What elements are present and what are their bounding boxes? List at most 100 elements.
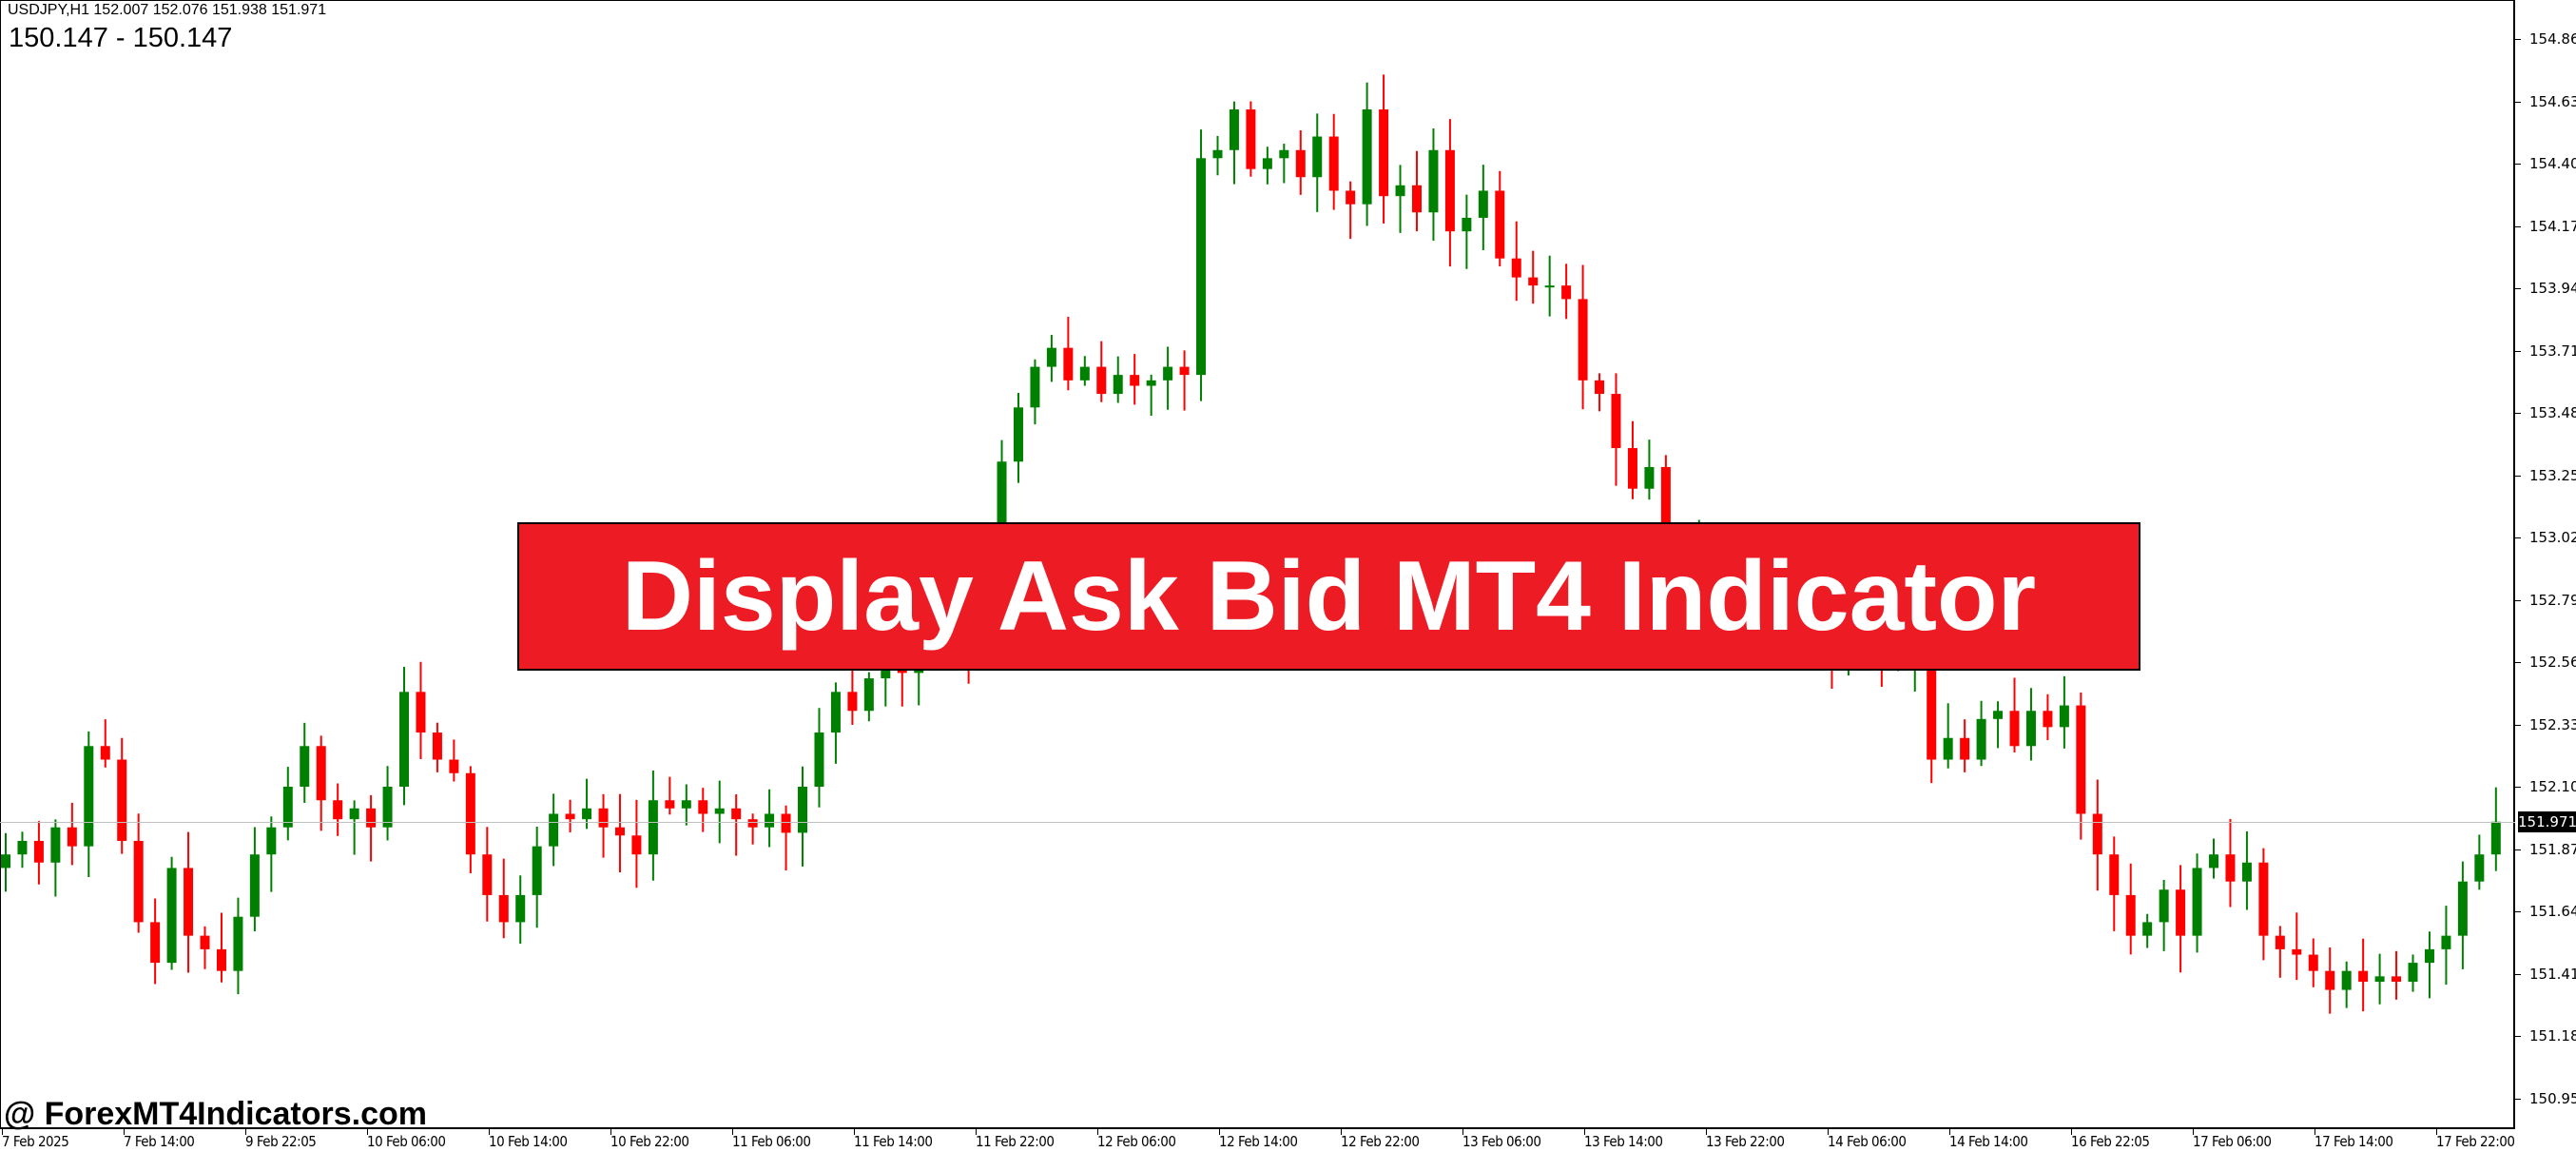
candle-body xyxy=(1595,380,1605,395)
candle xyxy=(1462,194,1472,269)
candle xyxy=(549,793,559,867)
price-tick xyxy=(2515,225,2521,227)
price-tick-label: 151.640 xyxy=(2529,903,2576,920)
candle-body xyxy=(1495,190,1505,259)
candle-body xyxy=(1063,347,1074,381)
time-tick-label: 16 Feb 22:05 xyxy=(2071,1133,2150,1150)
banner-title: Display Ask Bid MT4 Indicator xyxy=(621,540,2037,652)
candle-body xyxy=(1130,375,1140,386)
candle-body xyxy=(1229,109,1239,150)
candle xyxy=(1179,350,1190,411)
candle xyxy=(282,767,293,841)
price-tick-label: 154.860 xyxy=(2529,30,2576,48)
time-tick xyxy=(1584,1129,1585,1135)
time-tick xyxy=(1097,1129,1098,1135)
candle-body xyxy=(1346,190,1356,205)
candle-body xyxy=(249,854,260,917)
time-tick xyxy=(2071,1129,2072,1135)
candle-body xyxy=(2325,970,2335,990)
candle-body xyxy=(582,808,592,820)
candle-body xyxy=(1246,109,1256,169)
candle xyxy=(300,722,310,803)
candle-body xyxy=(1993,711,2004,719)
candle-body xyxy=(2490,821,2501,855)
candle xyxy=(1196,129,1207,401)
candle xyxy=(1328,113,1339,210)
candle-body xyxy=(2424,948,2434,964)
candle-body xyxy=(2125,894,2136,936)
candle-body xyxy=(2059,705,2069,728)
time-tick-label: 12 Feb 22:00 xyxy=(1341,1133,1420,1150)
candle xyxy=(1030,359,1040,425)
price-tick-label: 152.330 xyxy=(2529,715,2576,733)
candle xyxy=(1561,264,1572,320)
candle xyxy=(465,766,475,873)
title-banner: Display Ask Bid MT4 Indicator xyxy=(517,522,2140,671)
price-tick-label: 154.400 xyxy=(2529,155,2576,172)
candle xyxy=(1644,439,1655,500)
candle xyxy=(2076,693,2086,840)
candle xyxy=(1046,335,1056,382)
candle xyxy=(515,875,526,945)
chart-area[interactable] xyxy=(0,0,2515,1129)
candle-body xyxy=(2159,889,2169,923)
candle-body xyxy=(117,759,127,841)
candle-body xyxy=(1046,347,1056,367)
candle xyxy=(2474,834,2485,890)
candle xyxy=(1163,346,1173,410)
time-tick xyxy=(367,1129,368,1135)
candle-body xyxy=(1212,149,1223,159)
candle-body xyxy=(216,948,226,971)
candle-body xyxy=(1013,407,1023,462)
candle-body xyxy=(1030,366,1040,408)
candle-body xyxy=(814,732,824,787)
price-tick xyxy=(2515,849,2521,850)
price-tick xyxy=(2515,288,2521,289)
watermark: @ ForexMT4Indicators.com xyxy=(4,1096,428,1132)
price-tick-label: 151.180 xyxy=(2529,1027,2576,1045)
time-tick xyxy=(124,1129,125,1135)
price-tick-label: 152.560 xyxy=(2529,654,2576,671)
candle xyxy=(2109,836,2120,931)
price-tick-label: 154.170 xyxy=(2529,217,2576,235)
candle-body xyxy=(1578,299,1588,381)
candle-body xyxy=(2043,711,2053,728)
candle xyxy=(1079,356,1090,386)
candle-body xyxy=(1262,158,1272,169)
price-tick xyxy=(2515,475,2521,477)
time-tick xyxy=(1949,1129,1950,1135)
candle xyxy=(1146,374,1156,417)
price-tick xyxy=(2515,1036,2521,1037)
candle xyxy=(781,805,791,870)
candle xyxy=(2176,865,2186,973)
candle xyxy=(2292,912,2302,981)
candle-body xyxy=(830,692,841,733)
time-tick xyxy=(854,1129,855,1135)
candle xyxy=(1262,146,1272,185)
time-tick-label: 13 Feb 06:00 xyxy=(1462,1133,1541,1150)
candle xyxy=(1246,101,1256,177)
candle-body xyxy=(1627,448,1637,489)
candle-body xyxy=(166,868,177,964)
candle xyxy=(765,789,775,848)
candle xyxy=(150,898,161,985)
candle xyxy=(1063,316,1074,391)
candle xyxy=(681,784,691,826)
candle xyxy=(2043,693,2053,740)
candle-body xyxy=(2308,954,2318,971)
time-tick xyxy=(2,1129,3,1135)
price-tick xyxy=(2515,911,2521,912)
candle-body xyxy=(614,827,625,836)
candle-body xyxy=(2408,963,2418,983)
candle-body xyxy=(50,827,61,863)
candle-body xyxy=(1411,185,1422,213)
candle xyxy=(1544,255,1555,317)
candle-body xyxy=(2341,970,2352,990)
candle-body xyxy=(1561,285,1572,300)
time-tick xyxy=(245,1129,246,1135)
price-tick xyxy=(2515,662,2521,663)
candle-body xyxy=(84,746,94,847)
candle xyxy=(482,827,493,922)
candle-body xyxy=(282,787,293,828)
candle xyxy=(565,799,575,832)
